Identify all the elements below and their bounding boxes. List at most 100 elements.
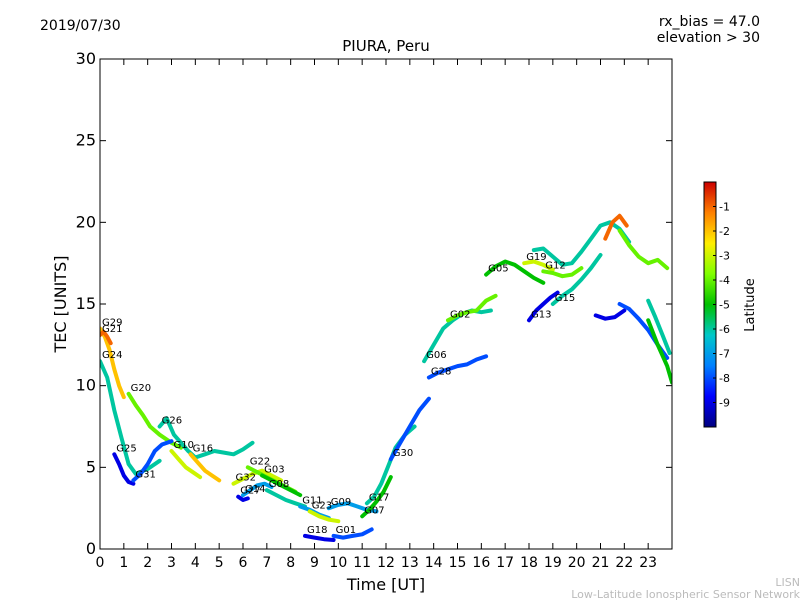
series-label-g29: G29 [102,318,122,329]
y-tick-label: 0 [86,539,96,558]
y-tick-label: 15 [76,294,96,313]
series-line-g15 [550,253,603,306]
series-label-g28: G28 [431,367,451,378]
series-line-g28 [426,354,489,380]
series-line-unlabeled-37 [646,318,672,385]
y-axis-label: TEC [UNITS] [51,256,70,354]
series-label-g02: G02 [450,309,470,320]
series-line-g10 [169,449,203,480]
x-tick-label: 23 [639,555,657,571]
colorbar-tick-label: -2 [719,225,730,238]
series-label-g27: G27 [240,486,260,497]
y-tick-label: 25 [76,131,96,150]
x-tick-label: 22 [615,555,633,571]
series-line-g25 [112,452,136,486]
x-tick-label: 9 [310,555,319,571]
series-line-g12 [541,266,584,279]
x-tick-label: 21 [592,555,610,571]
x-tick-label: 13 [401,555,419,571]
series-line-g27 [236,494,250,502]
series-line-g08 [264,488,307,509]
series-line-g02 [446,293,498,323]
series-label-g13: G13 [531,309,551,320]
colorbar-tick-label: -4 [719,274,730,287]
data-series-group [100,213,672,542]
series-line-g01 [331,527,374,540]
x-tick-label: 0 [96,555,105,571]
series-label-g14: G14 [245,484,265,495]
series-line-g26 [157,416,255,460]
series-label-g20: G20 [131,383,151,394]
date-label: 2019/07/30 [40,18,121,34]
x-tick-label: 4 [191,555,200,571]
series-line-g16 [188,452,222,483]
chart-title: PIURA, Peru [342,37,430,55]
series-line-g30 [388,396,431,462]
series-label-g26: G26 [162,416,182,427]
x-tick-label: 16 [472,555,490,571]
series-label-g32: G32 [236,473,256,484]
series-line-g21 [100,329,113,346]
x-axis-label: Time [UT] [346,575,425,594]
colorbar-tick-label: -7 [719,348,730,361]
x-tick-label: 17 [496,555,514,571]
x-tick-label: 7 [262,555,271,571]
rx-bias-label: rx_bias = 47.0 [658,14,760,30]
series-label-g18: G18 [307,525,327,536]
y-tick-label: 5 [86,457,96,476]
x-tick-label: 10 [329,555,347,571]
series-label-g16: G16 [193,443,213,454]
x-tick-label: 18 [520,555,538,571]
colorbar-tick-label: -3 [719,250,730,263]
x-tick-label: 3 [167,555,176,571]
series-line-unlabeled-32 [603,213,629,241]
x-tick-label: 5 [215,555,224,571]
series-line-g31 [131,439,174,483]
series-label-g08: G08 [269,479,289,490]
series-line-g29 [100,326,126,400]
colorbar-label: Latitude [743,278,758,332]
series-label-g17: G17 [369,492,389,503]
x-tick-label: 19 [544,555,562,571]
series-label-g23: G23 [312,500,332,511]
series-label-g25: G25 [116,443,136,454]
series-line-unlabeled-36 [646,298,672,355]
series-line-unlabeled-34 [593,308,627,321]
y-axis: 0 5 10 15 20 25 30 [76,49,672,558]
series-label-g22: G22 [250,456,270,467]
x-tick-label: 2 [143,555,152,571]
series-label-g31: G31 [135,469,155,480]
series-label-g06: G06 [426,350,446,361]
series-line-g23 [307,509,341,524]
series-line-g05 [484,259,546,285]
footer-org-long: Low-Latitude Ionospheric Sensor Network [571,588,800,601]
x-tick-label: 14 [425,555,443,571]
series-label-g24: G24 [102,350,122,361]
series-label-g12: G12 [545,260,565,271]
colorbar-tick-label: -6 [719,323,730,336]
colorbar-tick-label: -5 [719,299,730,312]
series-label-g05: G05 [488,264,508,275]
series-label-g03: G03 [264,465,284,476]
series-line-unlabeled-31 [531,220,632,267]
series-line-g13 [527,290,560,323]
series-line-unlabeled-33 [617,228,670,271]
x-axis: 0 1 2 3 4 5 6 7 8 9 10 11 12 13 14 15 16 17 18 19 20 21 22 23 [96,59,657,571]
series-line-g19 [522,259,555,272]
x-tick-label: 11 [353,555,371,571]
series-label-g15: G15 [555,293,575,304]
colorbar-ticks: -1 -2 -3 -4 -5 -6 -7 -8 -9 [713,201,730,410]
series-label-g11: G11 [302,496,322,507]
series-label-g10: G10 [174,440,194,451]
x-tick-label: 1 [119,555,128,571]
series-label-g07: G07 [364,505,384,516]
elevation-label: elevation > 30 [656,30,760,46]
footer-org-short: LISN [775,576,800,589]
colorbar-tick-label: -1 [719,201,730,214]
series-label-g19: G19 [526,252,546,263]
series-label-g21: G21 [102,324,122,335]
series-line-g03 [260,473,303,498]
y-tick-label: 10 [76,376,96,395]
